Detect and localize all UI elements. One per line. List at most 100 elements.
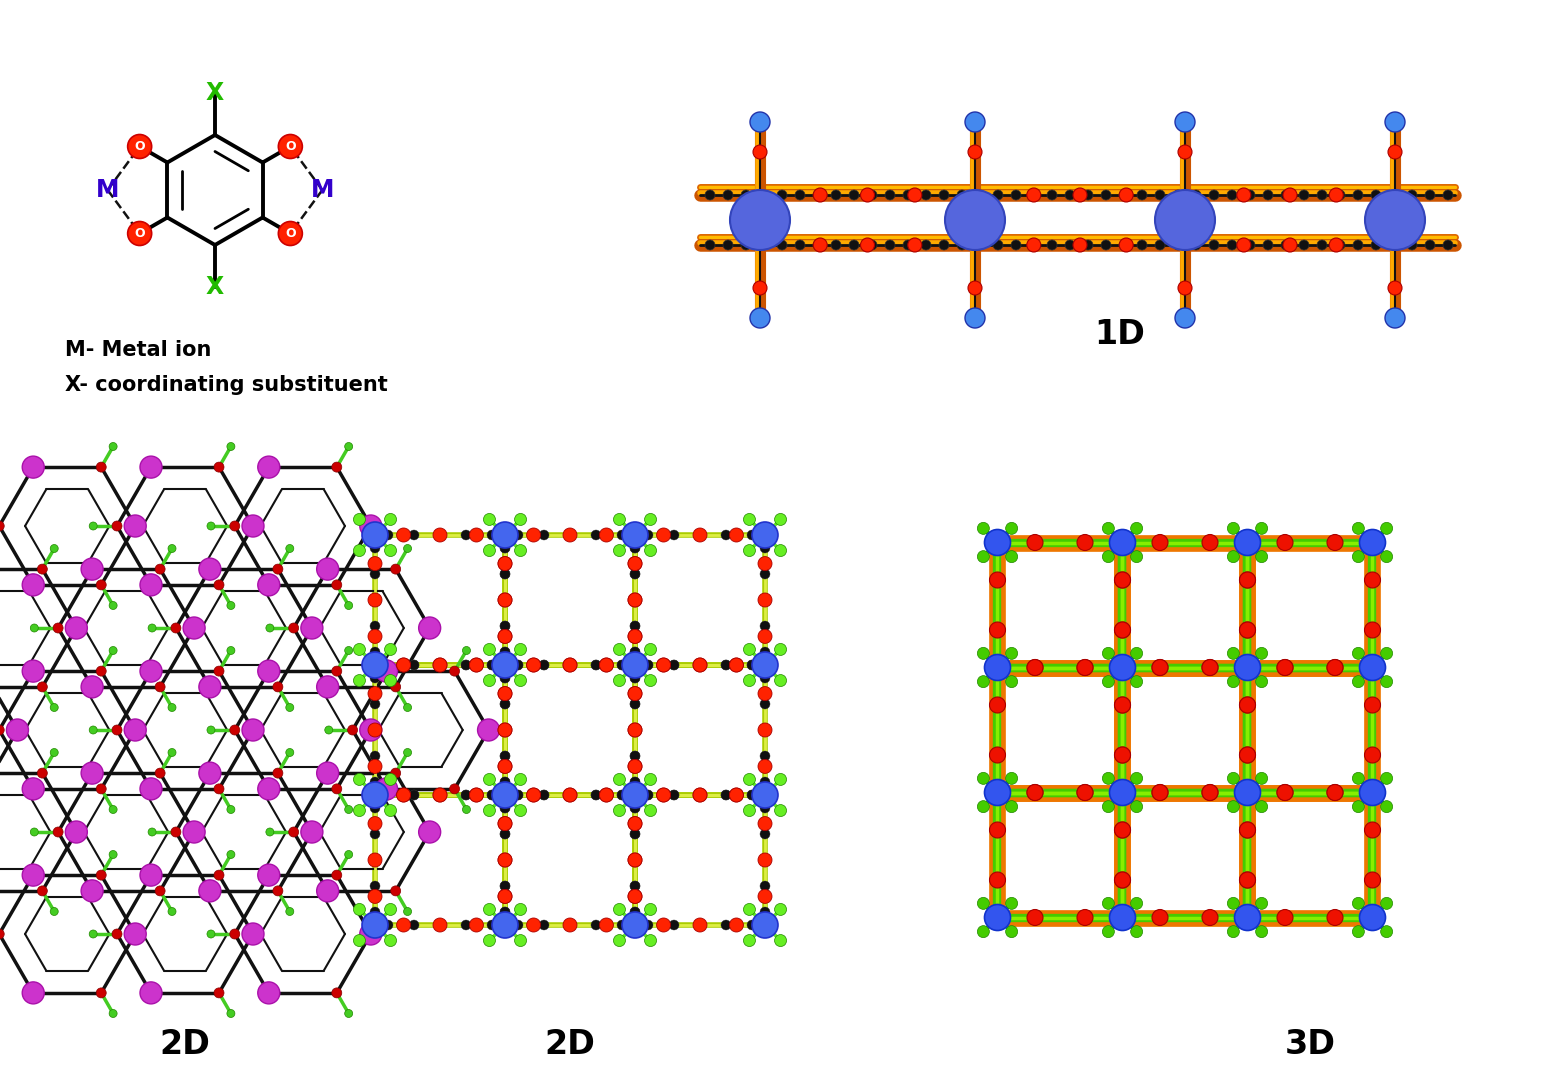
Circle shape [403, 749, 411, 756]
Circle shape [631, 725, 640, 735]
Circle shape [643, 790, 652, 799]
Circle shape [1299, 190, 1309, 200]
Circle shape [631, 595, 640, 605]
Circle shape [631, 907, 640, 917]
Circle shape [1130, 551, 1143, 563]
Circle shape [592, 660, 601, 670]
Circle shape [1425, 190, 1436, 200]
Circle shape [1152, 660, 1168, 676]
Circle shape [1065, 190, 1074, 200]
Circle shape [487, 660, 497, 670]
Circle shape [1102, 676, 1115, 688]
Circle shape [500, 595, 511, 605]
Circle shape [1235, 654, 1261, 680]
Circle shape [512, 660, 523, 670]
Circle shape [1386, 112, 1404, 132]
Circle shape [81, 762, 103, 784]
Circle shape [498, 760, 512, 774]
Circle shape [758, 853, 772, 867]
Circle shape [1202, 784, 1218, 801]
Circle shape [199, 880, 221, 902]
Circle shape [1115, 697, 1130, 713]
Circle shape [617, 790, 627, 799]
Circle shape [361, 782, 388, 808]
Circle shape [227, 1009, 235, 1018]
Circle shape [564, 659, 578, 672]
Circle shape [1077, 909, 1093, 925]
Circle shape [657, 918, 671, 932]
Circle shape [1235, 905, 1261, 931]
Circle shape [861, 188, 875, 202]
Circle shape [939, 190, 950, 200]
Circle shape [397, 918, 411, 932]
Circle shape [760, 543, 771, 553]
Circle shape [148, 829, 156, 836]
Circle shape [1353, 773, 1364, 784]
Circle shape [1152, 909, 1168, 925]
Circle shape [743, 643, 755, 655]
Circle shape [1283, 238, 1297, 252]
Circle shape [450, 784, 459, 794]
Circle shape [1255, 925, 1267, 937]
Circle shape [168, 749, 176, 756]
Circle shape [128, 222, 151, 245]
Circle shape [758, 723, 772, 737]
Circle shape [693, 918, 707, 932]
Circle shape [500, 543, 511, 553]
Circle shape [325, 726, 333, 734]
Circle shape [168, 704, 176, 711]
Circle shape [1353, 801, 1364, 812]
Circle shape [613, 935, 626, 947]
Text: 3D: 3D [1285, 1029, 1336, 1062]
Circle shape [747, 790, 757, 799]
Circle shape [539, 530, 550, 540]
Circle shape [1073, 238, 1087, 252]
Circle shape [564, 788, 578, 802]
Circle shape [385, 935, 397, 947]
Circle shape [1353, 897, 1364, 909]
Circle shape [375, 778, 397, 799]
Circle shape [344, 442, 353, 451]
Circle shape [993, 190, 1003, 200]
Circle shape [184, 821, 206, 843]
Circle shape [1227, 676, 1239, 688]
Circle shape [385, 675, 397, 686]
Circle shape [1255, 648, 1267, 660]
Circle shape [599, 659, 613, 672]
Circle shape [498, 723, 512, 737]
Circle shape [1236, 188, 1250, 202]
Circle shape [1155, 240, 1165, 250]
Circle shape [631, 569, 640, 579]
Circle shape [500, 777, 511, 787]
Circle shape [1359, 529, 1386, 555]
Circle shape [627, 817, 641, 831]
Circle shape [743, 774, 755, 785]
Circle shape [621, 782, 648, 808]
Circle shape [332, 988, 343, 997]
Circle shape [371, 621, 380, 631]
Circle shape [1425, 240, 1436, 250]
Circle shape [371, 907, 380, 917]
Circle shape [796, 190, 805, 200]
Circle shape [565, 660, 575, 670]
Circle shape [1255, 801, 1267, 812]
Circle shape [565, 920, 575, 930]
Circle shape [1235, 779, 1261, 806]
Circle shape [631, 621, 640, 631]
Circle shape [498, 556, 512, 570]
Circle shape [747, 660, 757, 670]
Circle shape [22, 778, 44, 799]
Circle shape [168, 907, 176, 916]
Circle shape [721, 530, 730, 540]
Circle shape [1130, 676, 1143, 688]
Circle shape [140, 660, 162, 682]
Circle shape [1443, 240, 1453, 250]
Circle shape [1026, 238, 1040, 252]
Circle shape [813, 188, 827, 202]
Circle shape [760, 881, 771, 891]
Circle shape [22, 574, 44, 596]
Circle shape [461, 790, 472, 799]
Circle shape [908, 238, 922, 252]
Circle shape [1102, 522, 1115, 535]
Circle shape [514, 513, 526, 525]
